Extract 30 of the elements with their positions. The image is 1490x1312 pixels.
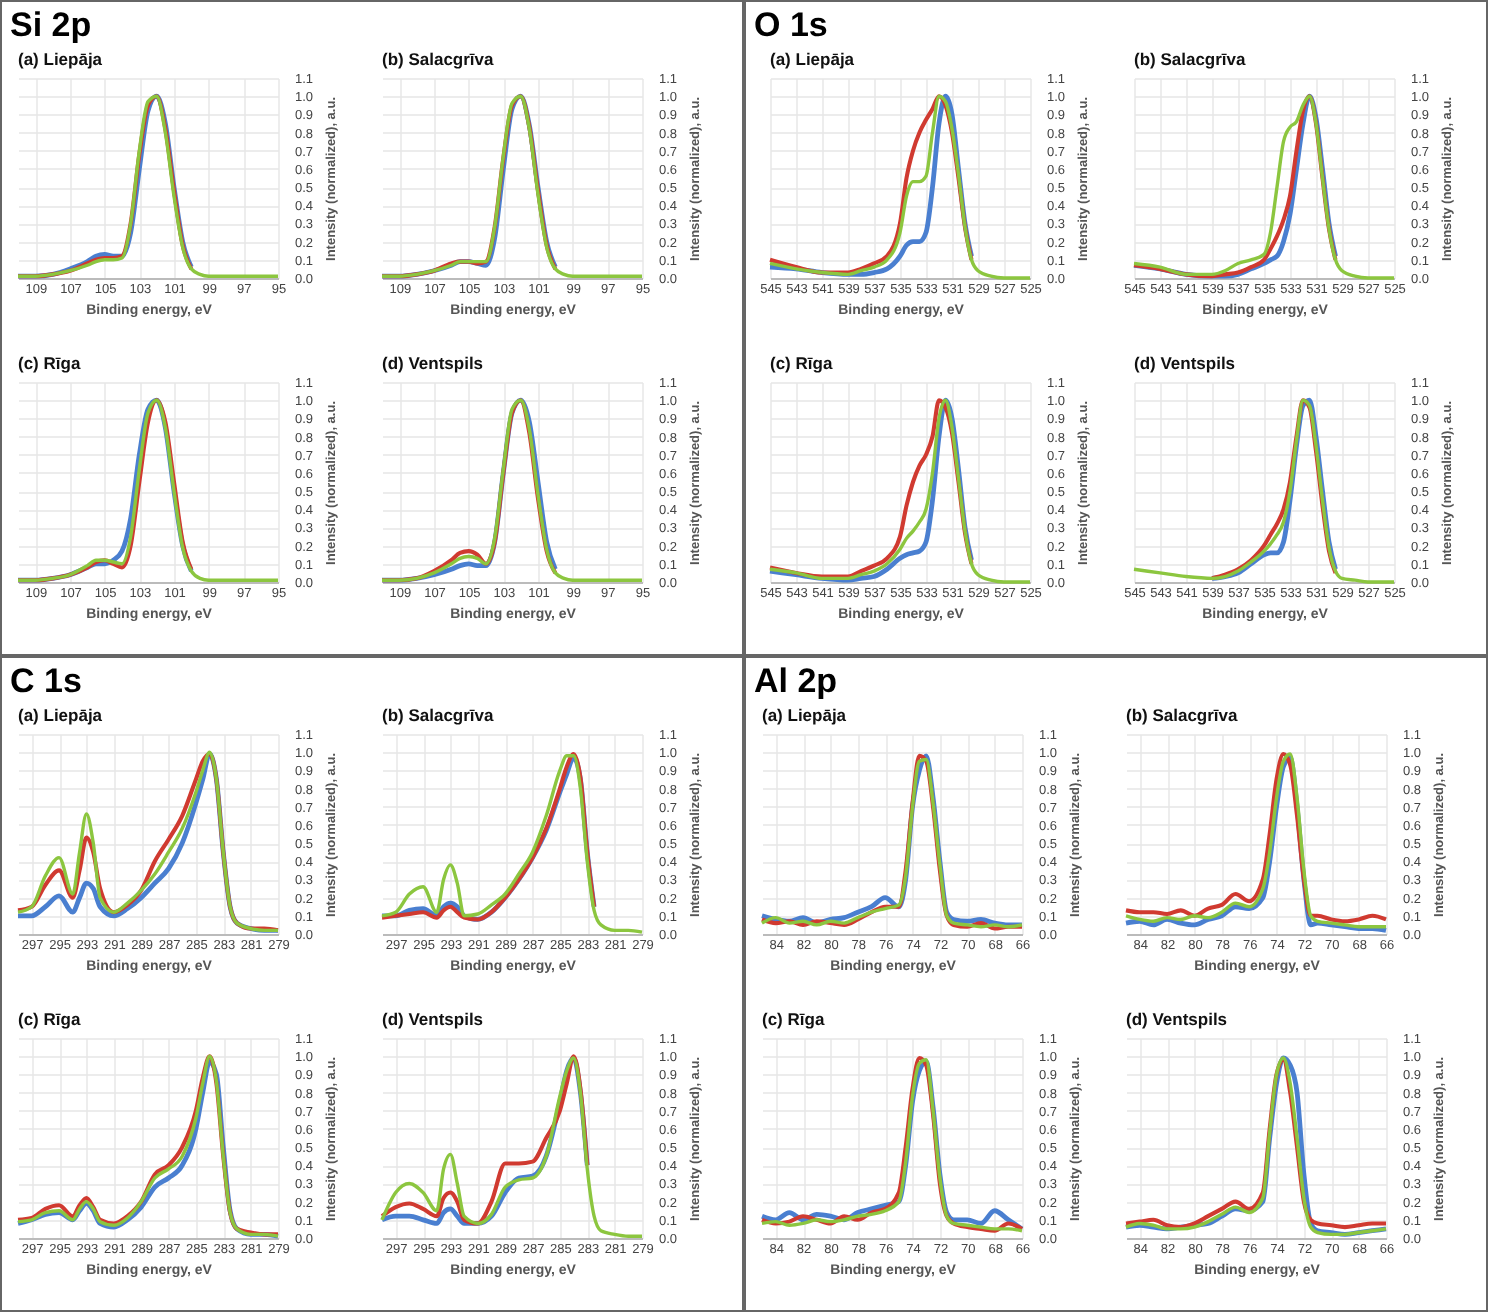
line-series — [16, 398, 280, 582]
chart-title: (d) Ventspils — [1134, 353, 1236, 373]
chart-title: (a) Liepāja — [762, 705, 847, 725]
chart-title: (c) Rīga — [18, 1009, 81, 1029]
chart-title: (a) Liepāja — [770, 49, 855, 69]
text: O 1s — [754, 6, 830, 46]
line-series — [16, 94, 280, 278]
chart-title: (b) Salacgrīva — [1134, 49, 1247, 69]
chart-title: (a) Liepāja — [18, 49, 103, 69]
chart-title: (d) Ventspils — [382, 1009, 484, 1029]
chart-title: (d) Ventspils — [382, 353, 484, 373]
chart-title: (c) Rīga — [770, 353, 833, 373]
text: Al 2p — [754, 662, 840, 702]
chart-title: (c) Rīga — [18, 353, 81, 373]
line-series — [768, 398, 1032, 584]
line-series — [1132, 94, 1396, 280]
line-series — [1132, 398, 1396, 584]
chart-title: (b) Salacgrīva — [382, 49, 495, 69]
line-series — [768, 94, 1032, 280]
line-series — [380, 398, 644, 582]
chart-title: (b) Salacgrīva — [1126, 705, 1239, 725]
chart-title: (b) Salacgrīva — [382, 705, 495, 725]
text: C 1s — [10, 662, 84, 702]
chart-title: (c) Rīga — [762, 1009, 825, 1029]
chart-title: (d) Ventspils — [1126, 1009, 1228, 1029]
line-series — [380, 94, 644, 278]
chart-title: (a) Liepāja — [18, 705, 103, 725]
text: Si 2p — [10, 6, 94, 46]
line-series — [380, 754, 644, 934]
line-series — [380, 1056, 644, 1238]
